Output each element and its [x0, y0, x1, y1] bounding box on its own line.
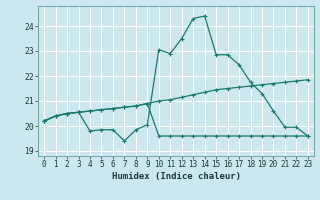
- X-axis label: Humidex (Indice chaleur): Humidex (Indice chaleur): [111, 172, 241, 181]
